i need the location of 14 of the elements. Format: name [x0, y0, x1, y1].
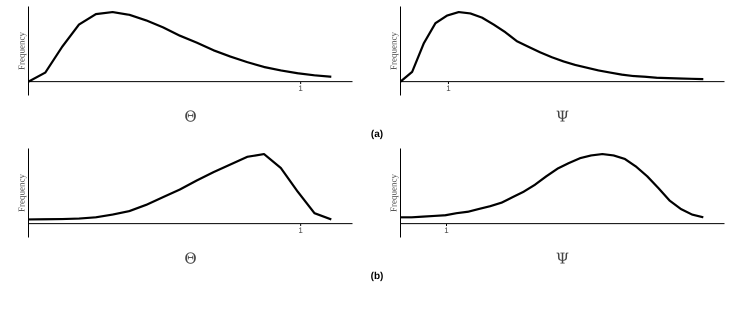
text: 1: [298, 226, 304, 236]
y-axis-title: Frequency: [388, 32, 398, 70]
x-axis-title: Ψ: [556, 250, 570, 268]
text: 1: [298, 84, 304, 94]
y-axis-title: Frequency: [388, 174, 398, 212]
text: (b): [370, 270, 384, 284]
x-axis-title: Θ: [184, 108, 197, 126]
text: 1: [446, 84, 452, 94]
x-axis-title: Ψ: [556, 108, 570, 126]
y-axis-title: Frequency: [16, 32, 26, 70]
text: (a): [370, 128, 384, 142]
text: 1: [444, 226, 450, 236]
x-axis-title: Θ: [184, 250, 197, 268]
y-axis-title: Frequency: [16, 174, 26, 212]
